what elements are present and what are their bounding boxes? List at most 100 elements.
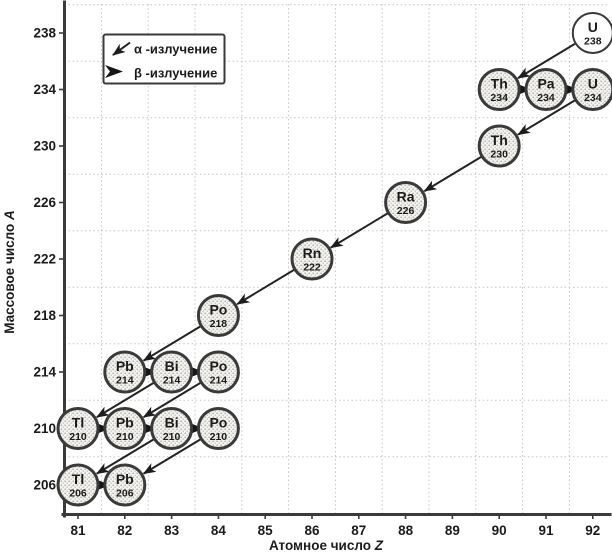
legend-beta-label: β -излучение <box>134 66 217 81</box>
nuclide-circle <box>103 350 147 394</box>
nuclide-mass-label: 210 <box>69 431 87 443</box>
x-tick-label: 82 <box>117 523 132 538</box>
nuclide-symbol-label: Bi <box>165 358 179 374</box>
nuclide-symbol-label: Th <box>491 76 508 92</box>
alpha-decay-arrow-Ra-226-Rn-222 <box>329 212 389 249</box>
nuclide-circle <box>56 463 100 507</box>
nuclide-mass-label: 238 <box>584 36 602 48</box>
legend: α -излучение β -излучение <box>102 33 226 85</box>
nuclide-mass-label: 210 <box>163 431 181 443</box>
x-tick-label: 91 <box>538 523 554 538</box>
nuclide-symbol-label: Tl <box>72 415 84 431</box>
x-tick-label: 81 <box>70 523 86 538</box>
nuclide-circle <box>56 407 100 450</box>
nuclide-mass-label: 210 <box>210 431 228 443</box>
nuclide-mass-label: 206 <box>116 488 134 500</box>
nuclide-circle <box>571 68 612 111</box>
x-tick-label: 87 <box>351 523 366 538</box>
nuclide-mass-label: 234 <box>584 92 602 104</box>
nuclide-circle <box>150 350 194 394</box>
nuclide-symbol-label: Rn <box>303 245 322 261</box>
y-tick-label: 206 <box>33 478 56 493</box>
nuclide-symbol-label: Po <box>209 302 227 318</box>
y-tick-label: 226 <box>33 195 56 210</box>
nuclide-mass-label: 214 <box>116 375 134 387</box>
x-tick-label: 89 <box>445 523 460 538</box>
alpha-decay-arrow-Po-210-Pb-206 <box>142 438 201 475</box>
y-tick-label: 230 <box>33 139 56 154</box>
nuclide-circle <box>571 12 612 54</box>
nuclide-symbol-label: Po <box>209 415 227 431</box>
nuclide-symbol-label: Pb <box>116 415 134 431</box>
nuclide-circle <box>103 407 147 450</box>
nuclide-mass-label: 226 <box>397 205 415 217</box>
nuclide-symbol-label: Pb <box>116 471 134 487</box>
x-tick-label: 85 <box>258 523 274 538</box>
y-tick-label: 214 <box>33 365 56 380</box>
nuclide-symbol-label: U <box>588 19 598 35</box>
y-tick-label: 234 <box>33 82 56 97</box>
nuclide-circle <box>477 68 521 111</box>
nuclide-circle <box>196 294 240 337</box>
x-tick-label: 86 <box>304 523 320 538</box>
nuclide-circle <box>103 463 147 507</box>
nuclide-circle <box>196 407 240 450</box>
legend-box <box>102 33 226 85</box>
nuclide-symbol-label: Pa <box>537 76 554 92</box>
nuclide-mass-label: 214 <box>163 375 181 387</box>
y-tick-label: 218 <box>33 308 56 323</box>
nuclide-mass-label: 218 <box>210 318 228 330</box>
alpha-decay-arrow-U-234-Th-230 <box>517 99 576 136</box>
nuclide-symbol-label: Ra <box>397 189 415 205</box>
nuclide-circle <box>290 237 334 281</box>
y-tick-label: 222 <box>33 252 56 267</box>
alpha-decay-arrow-U-238-Th-234 <box>517 42 576 79</box>
nuclide-circle <box>150 407 194 450</box>
nuclide-mass-label: 214 <box>210 375 228 387</box>
alpha-arrow-icon <box>112 41 131 56</box>
x-tick-label: 88 <box>398 523 414 538</box>
x-tick-label: 90 <box>492 523 507 538</box>
nuclide-circle <box>384 181 428 224</box>
nuclide-mass-label: 222 <box>303 262 321 274</box>
nuclide-symbol-label: Th <box>491 132 508 148</box>
alpha-decay-arrow-Rn-222-Po-218 <box>236 268 295 305</box>
nuclide-symbol-label: Pb <box>116 358 134 374</box>
nuclide-circle <box>477 124 521 168</box>
alpha-decay-arrow-Bi-210-Tl-206 <box>95 438 155 475</box>
nuclide-symbol-label: Bi <box>165 415 179 431</box>
nuclide-nodes: U238Th234Pa234U234Th230Ra226Rn222Po218Pb… <box>56 12 612 507</box>
nuclide-mass-label: 234 <box>490 92 508 104</box>
beta-arrow-icon <box>105 65 123 78</box>
nuclide-mass-label: 210 <box>116 431 134 443</box>
y-axis-title: Массовое число A <box>2 210 17 334</box>
nuclide-circle <box>524 68 568 111</box>
nuclide-mass-label: 234 <box>537 92 555 104</box>
x-axis-title: Атомное число Z <box>269 538 384 553</box>
alpha-decay-arrow-Bi-214-Tl-210 <box>95 381 155 418</box>
x-tick-label: 92 <box>585 523 600 538</box>
alpha-decay-arrow-Po-214-Pb-210 <box>142 381 201 418</box>
legend-alpha-label: α -излучение <box>134 42 217 57</box>
x-tick-label: 83 <box>164 523 180 538</box>
